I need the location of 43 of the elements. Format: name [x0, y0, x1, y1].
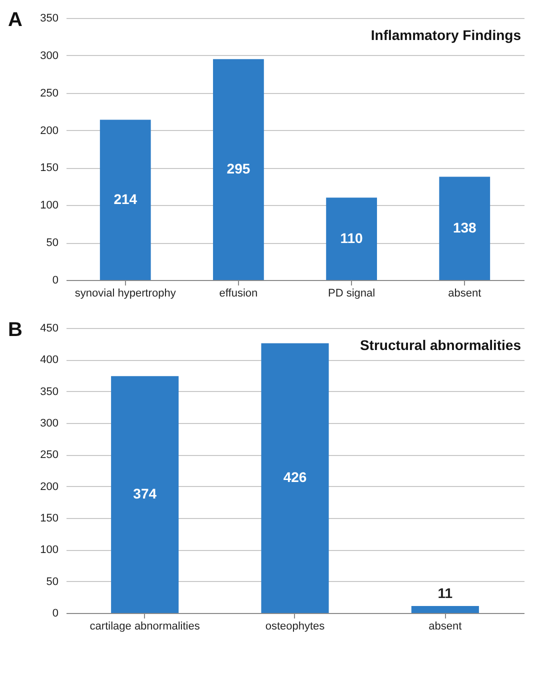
y-tick-label: 300: [40, 418, 58, 430]
bar: [411, 606, 479, 613]
x-tick-label: absent: [428, 620, 462, 632]
x-tick-label: absent: [448, 288, 482, 300]
y-tick-label: 0: [52, 274, 58, 286]
bar: [111, 376, 179, 613]
text: Structural abnormalities: [360, 337, 522, 353]
x-tick-label: effusion: [219, 288, 258, 300]
y-tick-label: 50: [46, 237, 58, 250]
y-tick-label: 350: [40, 12, 58, 24]
text: A: [8, 9, 22, 31]
y-tick-label: 400: [40, 354, 58, 366]
bar: [439, 176, 490, 280]
data-label: 11: [438, 585, 453, 602]
data-label: 110: [340, 230, 364, 246]
data-label: 374: [133, 486, 157, 502]
x-tick-label: osteophytes: [265, 620, 326, 632]
y-tick-label: 350: [40, 386, 58, 398]
x-tick-label: cartilage abnormalities: [90, 620, 200, 632]
y-tick-label: 250: [40, 449, 58, 462]
bar: [261, 343, 329, 613]
text: Inflammatory Findings: [370, 27, 522, 43]
x-tick-label: PD signal: [328, 288, 376, 300]
y-tick-label: 0: [52, 608, 58, 620]
data-label: 426: [283, 469, 307, 486]
data-label: 138: [452, 219, 477, 236]
y-tick-label: 150: [40, 512, 58, 524]
y-tick-label: 150: [40, 162, 58, 174]
text: B: [8, 319, 22, 341]
y-tick-label: 250: [40, 87, 58, 100]
data-label: 295: [226, 160, 250, 177]
y-tick-label: 450: [40, 322, 58, 334]
y-tick-label: 100: [40, 544, 58, 556]
bar: [213, 59, 264, 280]
y-tick-label: 100: [40, 200, 58, 212]
y-tick-label: 200: [40, 480, 58, 493]
y-tick-label: 200: [40, 124, 58, 137]
bar: [100, 120, 151, 280]
x-tick-label: synovial hypertrophy: [74, 288, 176, 300]
bar: [326, 198, 377, 280]
data-label: 214: [114, 190, 138, 207]
y-tick-label: 300: [40, 50, 58, 62]
y-tick-label: 50: [46, 576, 58, 588]
